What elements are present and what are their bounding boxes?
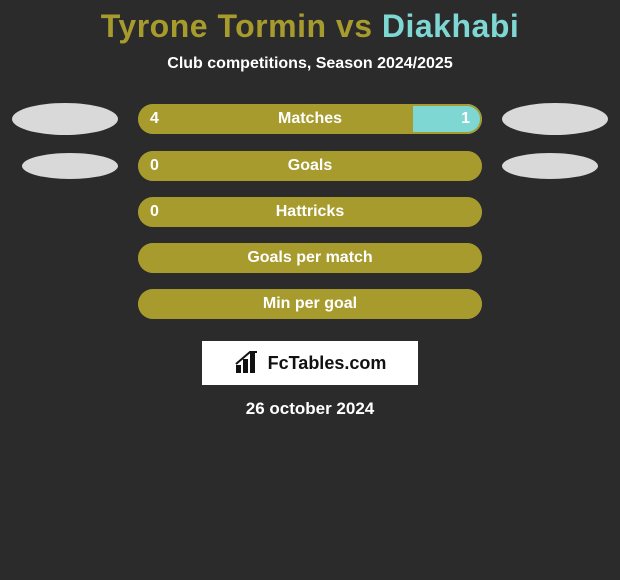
- bar-label: Min per goal: [138, 289, 482, 319]
- stat-bar-hattricks: 0 Hattricks: [138, 197, 482, 227]
- player2-avatar-placeholder: [502, 103, 608, 135]
- player1-avatar-placeholder: [12, 103, 118, 135]
- bar-chart-icon: [234, 351, 262, 375]
- stat-row: 0 Goals: [0, 151, 620, 181]
- stat-row: Goals per match: [0, 243, 620, 273]
- player2-avatar-placeholder: [502, 153, 598, 179]
- date-label: 26 october 2024: [0, 399, 620, 419]
- stat-row: 4 Matches 1: [0, 103, 620, 135]
- title-vs: vs: [336, 8, 373, 44]
- bar-value-right: 1: [461, 104, 470, 134]
- page-title: Tyrone Tormin vs Diakhabi: [0, 8, 620, 45]
- bar-label: Goals: [138, 151, 482, 181]
- fctables-logo: FcTables.com: [202, 341, 418, 385]
- bar-label: Goals per match: [138, 243, 482, 273]
- stat-bar-goals: 0 Goals: [138, 151, 482, 181]
- stat-bar-goals-per-match: Goals per match: [138, 243, 482, 273]
- logo-text: FcTables.com: [268, 353, 387, 374]
- stat-rows: 4 Matches 1 0 Goals: [0, 103, 620, 319]
- stat-bar-matches: 4 Matches 1: [138, 104, 482, 134]
- stat-row: 0 Hattricks: [0, 197, 620, 227]
- bar-label: Matches: [138, 104, 482, 134]
- player1-avatar-placeholder: [22, 153, 118, 179]
- stat-bar-min-per-goal: Min per goal: [138, 289, 482, 319]
- title-player2: Diakhabi: [382, 8, 519, 44]
- stat-row: Min per goal: [0, 289, 620, 319]
- subtitle: Club competitions, Season 2024/2025: [0, 55, 620, 73]
- comparison-infographic: Tyrone Tormin vs Diakhabi Club competiti…: [0, 0, 620, 419]
- title-player1: Tyrone Tormin: [101, 8, 327, 44]
- bar-label: Hattricks: [138, 197, 482, 227]
